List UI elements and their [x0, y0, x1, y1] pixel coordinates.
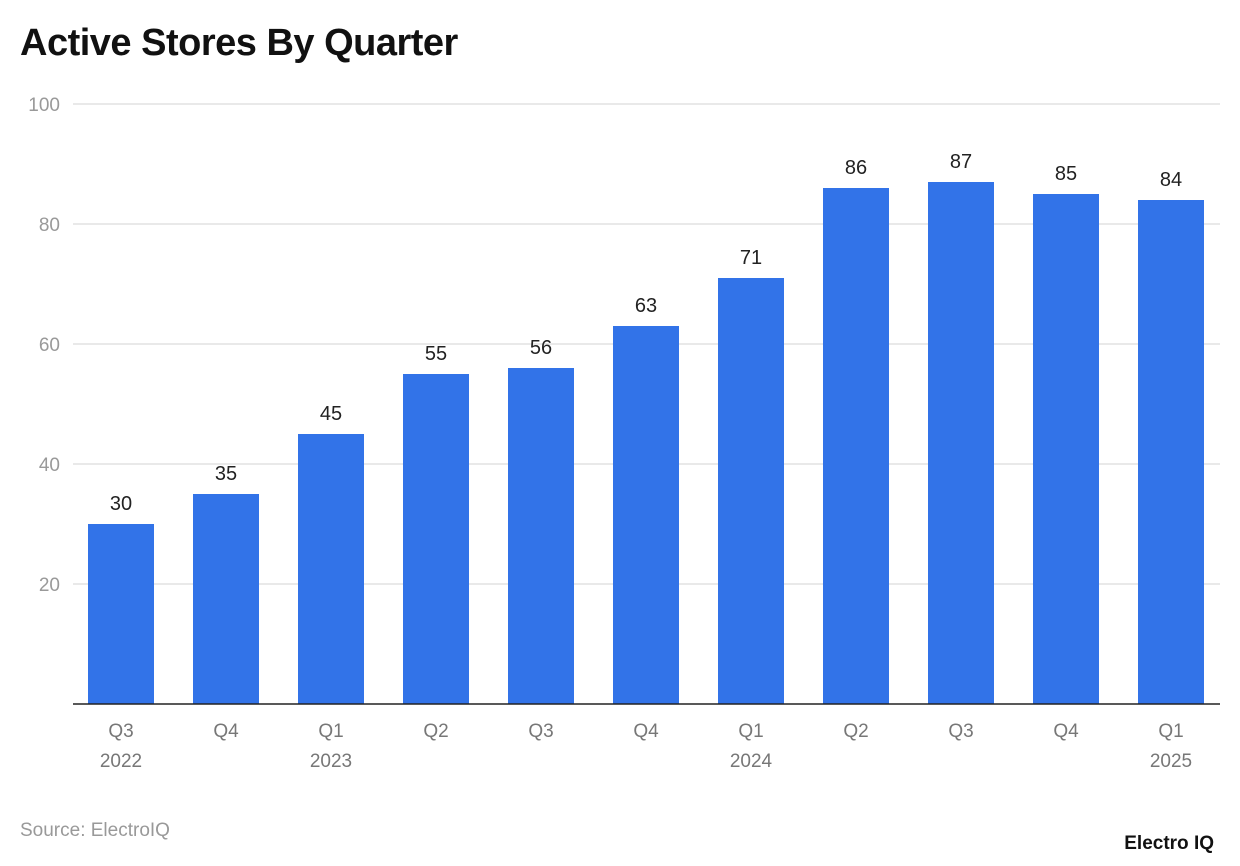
x-tick-label: Q2 [423, 721, 448, 742]
y-tick-label: 80 [39, 215, 60, 236]
bar [1033, 194, 1099, 704]
x-tick-label: Q3 [528, 721, 553, 742]
brand-logo: Electro IQ [1124, 833, 1214, 854]
x-tick-label: Q1 [738, 721, 763, 742]
data-label: 87 [950, 151, 972, 173]
bar [403, 374, 469, 704]
x-tick-label: Q3 [948, 721, 973, 742]
bar [88, 524, 154, 704]
bar [1138, 200, 1204, 704]
y-tick-label: 40 [39, 455, 60, 476]
x-tick-label: Q3 [108, 721, 133, 742]
bar [193, 494, 259, 704]
chart-title: Active Stores By Quarter [20, 22, 458, 64]
x-tick-year-label: 2024 [730, 751, 773, 772]
data-label: 55 [425, 343, 447, 365]
source-note: Source: ElectroIQ [20, 820, 170, 841]
y-tick-label: 100 [28, 95, 60, 116]
y-tick-label: 60 [39, 335, 60, 356]
data-label: 85 [1055, 163, 1077, 185]
data-label: 56 [530, 337, 552, 359]
bar [718, 278, 784, 704]
x-tick-label: Q4 [1053, 721, 1079, 742]
data-label: 45 [320, 403, 342, 425]
data-label: 71 [740, 247, 762, 269]
x-tick-year-label: 2022 [100, 751, 142, 772]
x-tick-label: Q4 [213, 721, 239, 742]
bar [613, 326, 679, 704]
data-label: 63 [635, 295, 657, 317]
bar [298, 434, 364, 704]
bar [928, 182, 994, 704]
bar [823, 188, 889, 704]
x-tick-year-label: 2023 [310, 751, 352, 772]
data-label: 30 [110, 493, 132, 515]
x-tick-label: Q2 [843, 721, 868, 742]
data-label: 86 [845, 157, 867, 179]
x-tick-label: Q4 [633, 721, 659, 742]
bar [508, 368, 574, 704]
data-label: 84 [1160, 169, 1182, 191]
x-tick-year-label: 2025 [1150, 751, 1192, 772]
x-tick-label: Q1 [1158, 721, 1183, 742]
data-label: 35 [215, 463, 237, 485]
x-tick-label: Q1 [318, 721, 343, 742]
y-tick-label: 20 [39, 575, 60, 596]
